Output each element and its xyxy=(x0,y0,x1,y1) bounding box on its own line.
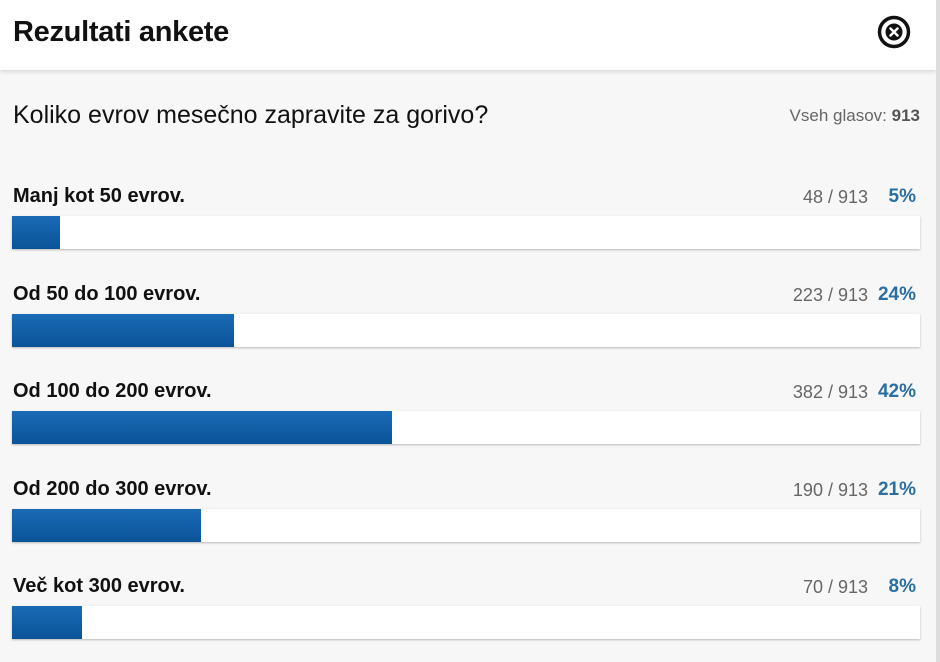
result-bar-track xyxy=(12,606,920,639)
result-bar-fill xyxy=(12,411,392,444)
option-label: Manj kot 50 evrov. xyxy=(13,185,185,207)
option-percent: 8% xyxy=(888,576,916,597)
option-label: Od 50 do 100 evrov. xyxy=(13,282,201,305)
result-bar-fill xyxy=(12,606,82,639)
option-percent: 42% xyxy=(877,381,916,402)
scroll-edge xyxy=(936,0,940,662)
poll-question: Koliko evrov mesečno zapravite za gorivo… xyxy=(13,101,489,129)
result-bar-track xyxy=(12,508,920,542)
poll-option-row: Od 100 do 200 evrov. 382 / 913 42% xyxy=(0,380,936,460)
poll-option-row: Od 200 do 300 evrov. 190 / 913 21% xyxy=(0,478,936,558)
option-votes: 190 / 913 xyxy=(792,479,868,500)
dialog-header: Rezultati ankete xyxy=(0,0,936,70)
total-votes-value: 913 xyxy=(891,106,920,125)
poll-option-row: Od 50 do 100 evrov. 223 / 913 24% xyxy=(0,283,936,363)
result-bar-fill xyxy=(12,216,61,249)
option-votes: 48 / 913 xyxy=(802,187,868,207)
option-votes: 382 / 913 xyxy=(792,382,868,402)
result-bar-track xyxy=(12,411,920,444)
result-bar-fill xyxy=(12,508,201,542)
result-bar-track xyxy=(12,313,920,347)
total-votes-label: Vseh glasov: xyxy=(789,106,887,125)
option-label: Od 200 do 300 evrov. xyxy=(13,477,212,500)
close-icon[interactable] xyxy=(877,15,911,49)
poll-option-row: Več kot 300 evrov. 70 / 913 8% xyxy=(0,575,936,655)
option-label: Od 100 do 200 evrov. xyxy=(13,380,212,402)
option-votes: 70 / 913 xyxy=(802,577,868,597)
option-percent: 21% xyxy=(877,478,916,500)
poll-option-row: Manj kot 50 evrov. 48 / 913 5% xyxy=(0,185,936,265)
result-bar-fill xyxy=(12,313,234,347)
option-votes: 223 / 913 xyxy=(792,284,868,305)
option-percent: 24% xyxy=(877,283,916,305)
total-votes: Vseh glasov: 913 xyxy=(790,106,920,126)
option-label: Več kot 300 evrov. xyxy=(13,575,185,597)
option-percent: 5% xyxy=(888,186,916,207)
result-bar-track xyxy=(12,216,920,249)
dialog-title: Rezultati ankete xyxy=(13,16,229,48)
